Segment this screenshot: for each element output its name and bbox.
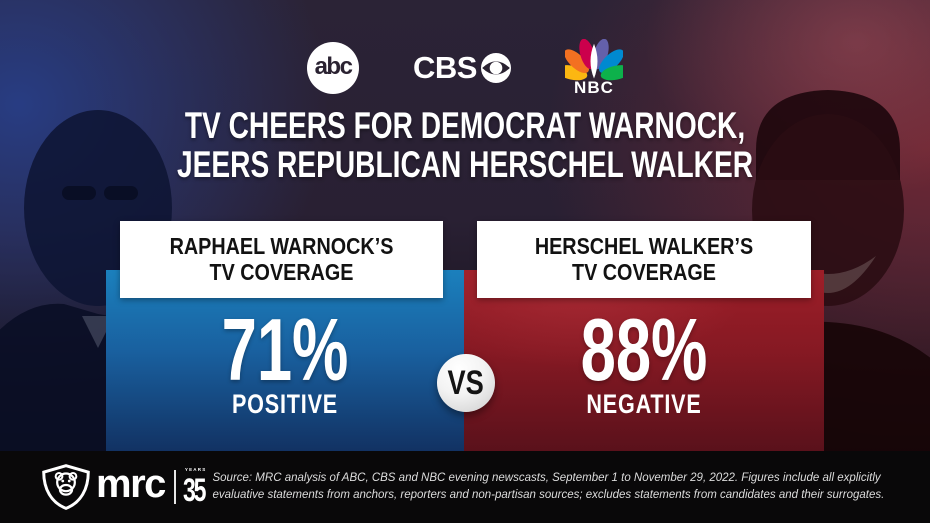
walker-sentiment-label: NEGATIVE	[586, 389, 702, 419]
mrc-wordmark: mrc	[96, 461, 166, 506]
footer-divider	[173, 470, 176, 504]
headline: TV CHEERS FOR DEMOCRAT WARNOCK, JEERS RE…	[0, 106, 930, 184]
lion-shield-icon	[42, 464, 90, 510]
nbc-logo: NBC	[564, 38, 623, 98]
warnock-stat: 71% POSITIVE	[106, 300, 464, 419]
cbs-logo: CBS	[413, 50, 511, 86]
cbs-eye-icon	[480, 53, 511, 83]
walker-header-line2: TV COVERAGE	[572, 258, 716, 285]
warnock-panel-header: RAPHAEL WARNOCK’S TV COVERAGE	[120, 221, 443, 298]
headline-line2: JEERS REPUBLICAN HERSCHEL WALKER	[176, 144, 754, 185]
cbs-logo-text: CBS	[413, 50, 477, 85]
footer: mrc YEARS 35 Source: MRC analysis of ABC…	[0, 451, 930, 523]
mrc-logo: mrc	[40, 461, 166, 511]
walker-coverage-panel: 88% NEGATIVE	[464, 270, 824, 451]
headline-line1: TV CHEERS FOR DEMOCRAT WARNOCK,	[184, 105, 746, 146]
walker-header-line1: HERSCHEL WALKER’S	[534, 233, 754, 259]
abc-logo: abc	[307, 42, 360, 94]
walker-panel-header: HERSCHEL WALKER’S TV COVERAGE	[477, 221, 811, 298]
nbc-logo-text: NBC	[574, 77, 614, 97]
anniversary-badge: YEARS 35	[183, 468, 213, 506]
network-logos-row: abc CBS NBC	[0, 38, 930, 98]
anniversary-years-label: YEARS	[184, 467, 207, 473]
warnock-header-line1: RAPHAEL WARNOCK’S	[169, 233, 394, 259]
warnock-value: 71%	[221, 300, 349, 399]
vs-badge: VS	[437, 354, 495, 412]
walker-value: 88%	[580, 300, 708, 399]
abc-logo-text: abc	[314, 52, 353, 80]
source-text: Source: MRC analysis of ABC, CBS and NBC…	[212, 471, 885, 501]
warnock-header-line2: TV COVERAGE	[209, 258, 354, 285]
anniversary-number: 35	[182, 471, 206, 508]
vs-label: VS	[447, 363, 485, 402]
warnock-coverage-panel: 71% POSITIVE	[106, 270, 464, 451]
walker-stat: 88% NEGATIVE	[464, 300, 824, 419]
nbc-peacock-icon	[564, 38, 623, 80]
warnock-sentiment-label: POSITIVE	[231, 389, 339, 419]
